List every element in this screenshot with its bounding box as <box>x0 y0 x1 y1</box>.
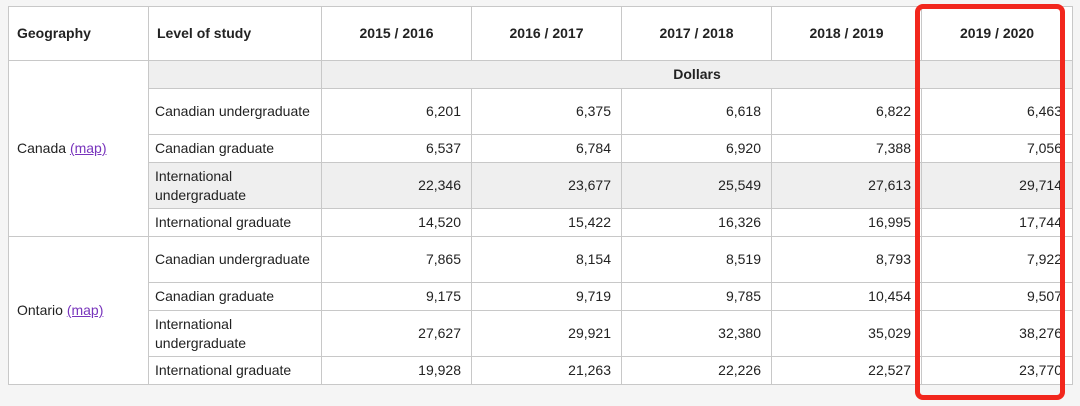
col-header-level-of-study: Level of study <box>148 6 322 61</box>
data-cell: 22,226 <box>621 356 772 385</box>
data-cell: 9,507 <box>921 282 1073 311</box>
data-cell: 21,263 <box>471 356 622 385</box>
level-of-study-cell: Canadian graduate <box>148 282 322 311</box>
data-cell: 6,618 <box>621 88 772 135</box>
tuition-fees-table: Geography Level of study 2015 / 2016 201… <box>8 6 1073 385</box>
table-row: Canadian undergraduate 6,201 6,375 6,618… <box>9 88 1073 135</box>
table-row: International undergraduate 27,627 29,92… <box>9 310 1073 357</box>
unit-label: Dollars <box>321 60 1073 89</box>
col-header-2015-2016: 2015 / 2016 <box>321 6 472 61</box>
data-cell: 7,056 <box>921 134 1073 163</box>
data-cell: 38,276 <box>921 310 1073 357</box>
geography-label: Ontario <box>17 302 63 319</box>
data-cell: 8,154 <box>471 236 622 283</box>
level-of-study-cell: International graduate <box>148 356 322 385</box>
data-cell: 7,865 <box>321 236 472 283</box>
data-cell: 6,463 <box>921 88 1073 135</box>
data-cell: 9,175 <box>321 282 472 311</box>
data-cell: 15,422 <box>471 208 622 237</box>
data-cell: 16,995 <box>771 208 922 237</box>
table-row: Canadian graduate 9,175 9,719 9,785 10,4… <box>9 282 1073 311</box>
header-row: Geography Level of study 2015 / 2016 201… <box>8 6 1073 61</box>
data-cell: 6,201 <box>321 88 472 135</box>
data-cell: 8,519 <box>621 236 772 283</box>
level-of-study-cell: Canadian undergraduate <box>148 236 322 283</box>
col-header-2017-2018: 2017 / 2018 <box>621 6 772 61</box>
table-row: Ontario (map) Canadian undergraduate 7,8… <box>8 236 1073 385</box>
data-cell: 6,784 <box>471 134 622 163</box>
data-cell: 6,920 <box>621 134 772 163</box>
data-cell: 35,029 <box>771 310 922 357</box>
data-cell: 14,520 <box>321 208 472 237</box>
level-of-study-cell: International undergraduate <box>148 310 322 357</box>
canada-map-link[interactable]: (map) <box>69 140 107 157</box>
data-cell: 17,744 <box>921 208 1073 237</box>
table-row-shaded: International undergraduate 22,346 23,67… <box>9 162 1073 209</box>
col-header-2019-2020: 2019 / 2020 <box>921 6 1073 61</box>
table-row: International graduate 19,928 21,263 22,… <box>9 356 1073 385</box>
data-cell: 22,527 <box>771 356 922 385</box>
data-cell: 27,627 <box>321 310 472 357</box>
table-row: International graduate 14,520 15,422 16,… <box>9 208 1073 237</box>
data-cell: 29,921 <box>471 310 622 357</box>
col-header-2016-2017: 2016 / 2017 <box>471 6 622 61</box>
data-cell: 6,375 <box>471 88 622 135</box>
geography-cell-canada: Canada (map) <box>8 60 149 237</box>
data-cell: 10,454 <box>771 282 922 311</box>
level-of-study-cell: International graduate <box>148 208 322 237</box>
data-cell: 8,793 <box>771 236 922 283</box>
table-row: Canadian graduate 6,537 6,784 6,920 7,38… <box>9 134 1073 163</box>
level-of-study-cell: Canadian graduate <box>148 134 322 163</box>
data-cell: 6,537 <box>321 134 472 163</box>
data-cell: 25,549 <box>621 162 772 209</box>
geography-label: Canada <box>17 140 67 157</box>
unit-row-spacer <box>148 60 322 89</box>
data-cell: 16,326 <box>621 208 772 237</box>
data-cell: 7,922 <box>921 236 1073 283</box>
col-header-geography: Geography <box>8 6 149 61</box>
level-of-study-cell: International undergraduate <box>148 162 322 209</box>
data-cell: 29,714 <box>921 162 1073 209</box>
col-header-2018-2019: 2018 / 2019 <box>771 6 922 61</box>
data-cell: 7,388 <box>771 134 922 163</box>
data-cell: 32,380 <box>621 310 772 357</box>
data-cell: 9,719 <box>471 282 622 311</box>
unit-row: Canada (map) Dollars <box>8 60 1073 237</box>
data-cell: 23,770 <box>921 356 1073 385</box>
level-of-study-cell: Canadian undergraduate <box>148 88 322 135</box>
data-cell: 6,822 <box>771 88 922 135</box>
data-cell: 19,928 <box>321 356 472 385</box>
data-cell: 23,677 <box>471 162 622 209</box>
data-cell: 22,346 <box>321 162 472 209</box>
ontario-map-link[interactable]: (map) <box>66 302 104 319</box>
geography-cell-ontario: Ontario (map) <box>8 236 149 385</box>
data-cell: 9,785 <box>621 282 772 311</box>
data-cell: 27,613 <box>771 162 922 209</box>
